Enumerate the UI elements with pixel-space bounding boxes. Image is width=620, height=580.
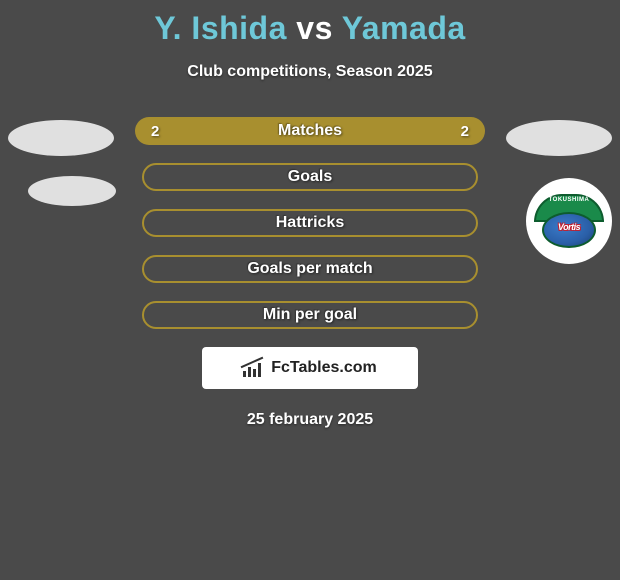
player2-name: Yamada <box>342 10 466 46</box>
club-logo-graphic: TOKUSHIMA Vortis <box>534 194 604 248</box>
stat-row: Hattricks <box>142 209 478 237</box>
stat-label: Goals <box>288 168 332 186</box>
source-text: FcTables.com <box>271 359 377 377</box>
player1-club-placeholder <box>28 176 116 206</box>
stat-row: 2 Matches 2 <box>135 117 485 145</box>
stat-label: Min per goal <box>263 306 357 324</box>
vs-label: vs <box>296 10 333 46</box>
club-logo-arc-text: TOKUSHIMA <box>534 197 604 203</box>
player1-avatar-placeholder <box>8 120 114 156</box>
stat-label: Hattricks <box>276 214 344 232</box>
player2-club-logo: TOKUSHIMA Vortis <box>526 178 612 264</box>
stat-row: Goals per match <box>142 255 478 283</box>
footer-date: 25 february 2025 <box>0 411 620 429</box>
stat-value-right: 2 <box>461 123 469 140</box>
stat-label: Matches <box>278 122 342 140</box>
stat-value-left: 2 <box>151 123 159 140</box>
chart-icon <box>243 359 265 377</box>
club-logo-wordmark: Vortis <box>542 222 596 232</box>
player1-name: Y. Ishida <box>154 10 287 46</box>
source-badge: FcTables.com <box>202 347 418 389</box>
subtitle: Club competitions, Season 2025 <box>0 63 620 81</box>
comparison-title: Y. Ishida vs Yamada <box>0 0 620 47</box>
stat-row: Goals <box>142 163 478 191</box>
player2-avatar-placeholder <box>506 120 612 156</box>
stat-row: Min per goal <box>142 301 478 329</box>
stat-label: Goals per match <box>247 260 372 278</box>
